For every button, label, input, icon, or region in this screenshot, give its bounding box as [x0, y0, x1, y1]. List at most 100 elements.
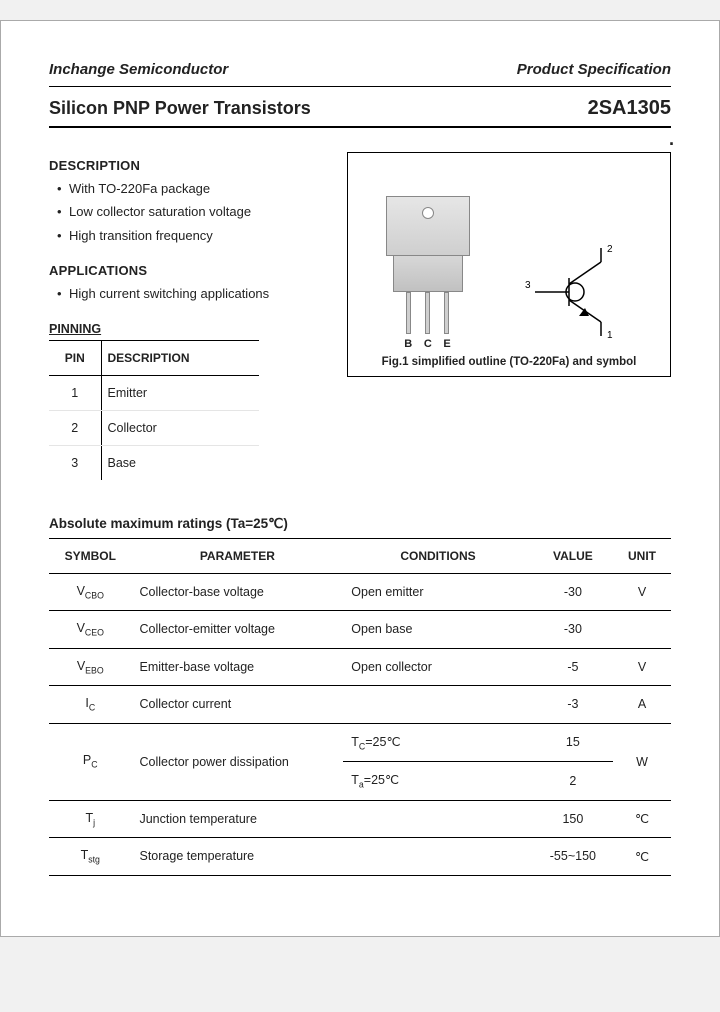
figure-caption: Fig.1 simplified outline (TO-220Fa) and …: [364, 356, 654, 368]
rating-condition: [343, 686, 532, 724]
ratings-col-conditions: CONDITIONS: [343, 538, 532, 573]
package-pin: [444, 292, 449, 334]
applications-bullets: High current switching applications: [49, 282, 325, 305]
top-two-column: DESCRIPTION With TO-220Fa package Low co…: [49, 152, 671, 480]
rating-row: VEBOEmitter-base voltageOpen collector-5…: [49, 648, 671, 686]
part-number: 2SA1305: [588, 97, 671, 120]
pin-desc: Collector: [101, 410, 259, 445]
rating-row: VCEOCollector-emitter voltageOpen base-3…: [49, 611, 671, 649]
rating-symbol: VEBO: [49, 648, 131, 686]
pin-desc: Base: [101, 445, 259, 480]
rule-thin-top: [49, 86, 671, 87]
pin-col-header: PIN: [49, 340, 101, 375]
ratings-col-value: VALUE: [533, 538, 613, 573]
description-bullets: With TO-220Fa package Low collector satu…: [49, 177, 325, 247]
pinning-table: PIN DESCRIPTION 1Emitter 2Collector 3Bas…: [49, 340, 259, 480]
rule-thick: [49, 126, 671, 128]
right-column: · B C: [347, 152, 671, 377]
page-header: Inchange Semiconductor Product Specifica…: [49, 61, 671, 78]
rating-row: ICCollector current -3A: [49, 686, 671, 724]
rating-parameter: Emitter-base voltage: [131, 648, 343, 686]
pin-row: 1Emitter: [49, 375, 259, 410]
header-company: Inchange Semiconductor: [49, 61, 228, 78]
title-row: Silicon PNP Power Transistors 2SA1305: [49, 97, 671, 120]
rating-condition: [343, 838, 532, 876]
symbol-pin-3: 3: [525, 280, 531, 291]
rating-symbol: Tstg: [49, 838, 131, 876]
rating-condition: Open collector: [343, 648, 532, 686]
desc-bullet: High transition frequency: [57, 224, 325, 247]
rating-value: -5: [533, 648, 613, 686]
rating-symbol: PC: [49, 723, 131, 800]
pin-num: 1: [49, 375, 101, 410]
rating-symbol: VCBO: [49, 573, 131, 611]
pinning-caption: PINNING: [49, 322, 325, 336]
rating-unit: V: [613, 648, 671, 686]
datasheet-page: Inchange Semiconductor Product Specifica…: [0, 20, 720, 937]
mounting-hole: [422, 207, 434, 219]
desc-bullet: With TO-220Fa package: [57, 177, 325, 200]
pin-num: 3: [49, 445, 101, 480]
rating-unit: W: [613, 723, 671, 800]
left-column: DESCRIPTION With TO-220Fa package Low co…: [49, 152, 325, 480]
rating-value: -3: [533, 686, 613, 724]
rating-unit: A: [613, 686, 671, 724]
package-pin: [406, 292, 411, 334]
pin-label: E: [443, 338, 450, 350]
rating-condition: TC=25℃: [343, 723, 532, 762]
rating-parameter: Collector-emitter voltage: [131, 611, 343, 649]
rating-value: 150: [533, 800, 613, 838]
description-heading: DESCRIPTION: [49, 158, 325, 173]
pin-row: 3Base: [49, 445, 259, 480]
applications-heading: APPLICATIONS: [49, 263, 325, 278]
package-body: [393, 252, 463, 292]
rating-value: 15: [533, 723, 613, 762]
rating-row: TjJunction temperature 150℃: [49, 800, 671, 838]
rating-condition: Open base: [343, 611, 532, 649]
rating-condition: [343, 800, 532, 838]
package-pin-labels: B C E: [399, 338, 457, 350]
rating-symbol: Tj: [49, 800, 131, 838]
rating-unit: V: [613, 573, 671, 611]
rating-parameter: Collector power dissipation: [131, 723, 343, 800]
rating-row: TstgStorage temperature -55~150℃: [49, 838, 671, 876]
rating-unit: ℃: [613, 800, 671, 838]
pin-num: 2: [49, 410, 101, 445]
ratings-col-unit: UNIT: [613, 538, 671, 573]
symbol-pin-1: 1: [607, 330, 613, 341]
package-pin: [425, 292, 430, 334]
figure-inner: B C E: [364, 175, 654, 350]
rating-symbol: IC: [49, 686, 131, 724]
package-tab: [386, 196, 470, 256]
ratings-table: SYMBOL PARAMETER CONDITIONS VALUE UNIT V…: [49, 538, 671, 876]
pin-desc: Emitter: [101, 375, 259, 410]
package-pins: [399, 292, 457, 334]
desc-col-header: DESCRIPTION: [101, 340, 259, 375]
package-outline: B C E: [386, 196, 470, 350]
app-bullet: High current switching applications: [57, 282, 325, 305]
ratings-col-symbol: SYMBOL: [49, 538, 131, 573]
rating-row: VCBOCollector-base voltageOpen emitter-3…: [49, 573, 671, 611]
header-doc-type: Product Specification: [517, 61, 671, 78]
rating-value: -30: [533, 573, 613, 611]
rating-parameter: Collector-base voltage: [131, 573, 343, 611]
rating-parameter: Storage temperature: [131, 838, 343, 876]
ratings-heading: Absolute maximum ratings (Ta=25℃): [49, 516, 671, 532]
rating-value: -55~150: [533, 838, 613, 876]
rating-parameter: Collector current: [131, 686, 343, 724]
rating-unit: [613, 611, 671, 649]
desc-bullet: Low collector saturation voltage: [57, 200, 325, 223]
rating-unit: ℃: [613, 838, 671, 876]
figure-box: B C E: [347, 152, 671, 377]
rating-condition: Ta=25℃: [343, 762, 532, 801]
pin-label: B: [404, 338, 412, 350]
rating-symbol: VCEO: [49, 611, 131, 649]
ratings-col-parameter: PARAMETER: [131, 538, 343, 573]
pin-row: 2Collector: [49, 410, 259, 445]
rating-value: 2: [533, 762, 613, 801]
rating-value: -30: [533, 611, 613, 649]
rating-parameter: Junction temperature: [131, 800, 343, 838]
product-family-title: Silicon PNP Power Transistors: [49, 98, 311, 119]
pin-label: C: [424, 338, 432, 350]
symbol-pin-2: 2: [607, 244, 613, 255]
